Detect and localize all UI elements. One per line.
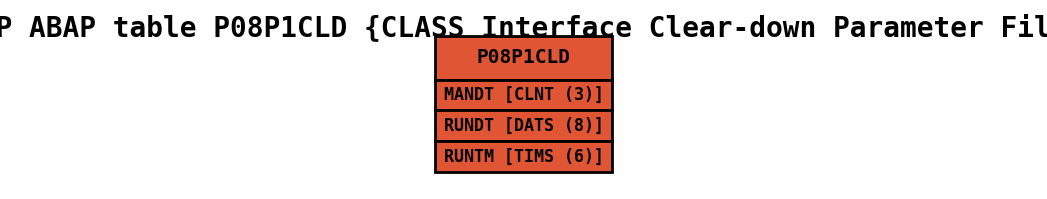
Text: P08P1CLD: P08P1CLD — [476, 48, 571, 67]
Text: RUNTM [TIMS (6)]: RUNTM [TIMS (6)] — [444, 148, 603, 166]
Text: RUNDT [DATS (8)]: RUNDT [DATS (8)] — [444, 117, 603, 135]
Text: MANDT [CLNT (3)]: MANDT [CLNT (3)] — [444, 86, 603, 104]
Text: SAP ABAP table P08P1CLD {CLASS Interface Clear-down Parameter File}: SAP ABAP table P08P1CLD {CLASS Interface… — [0, 14, 1047, 42]
Bar — [436, 141, 611, 172]
Bar — [436, 36, 611, 80]
Bar — [436, 110, 611, 141]
Bar — [436, 80, 611, 110]
